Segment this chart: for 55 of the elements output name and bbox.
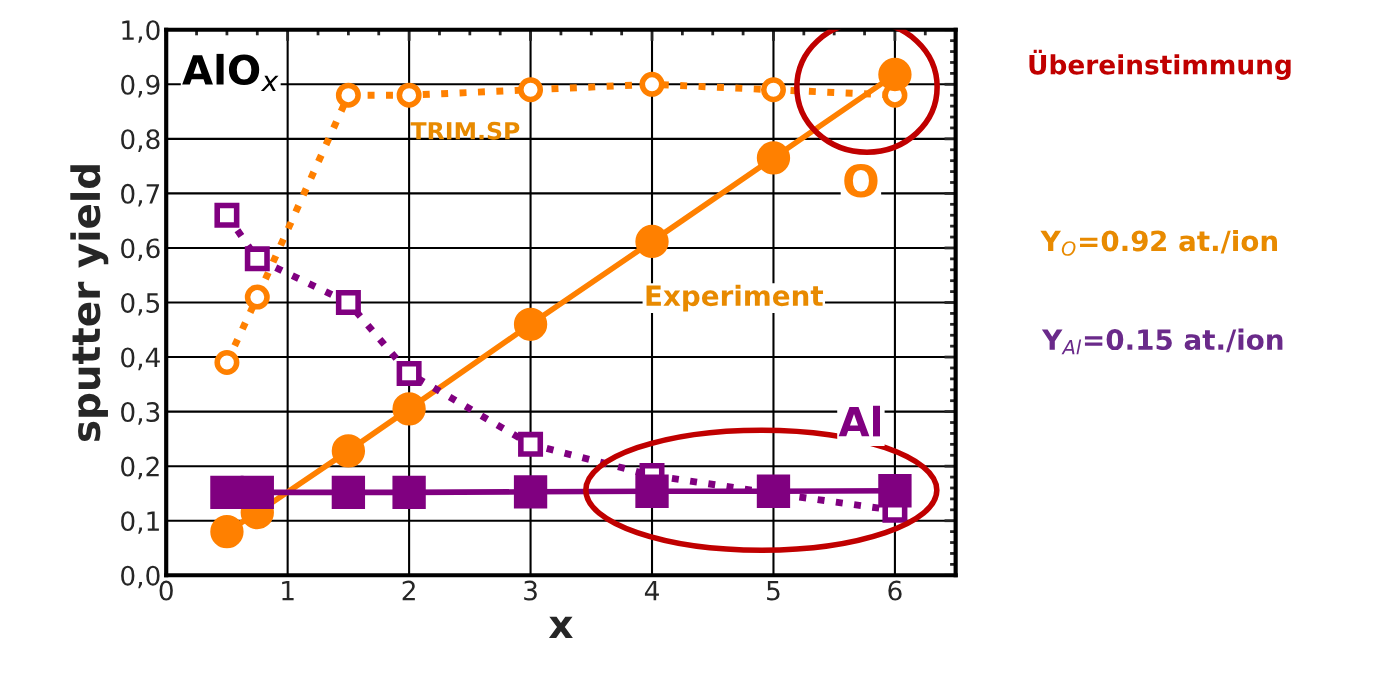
point xyxy=(210,475,244,510)
point xyxy=(210,514,244,549)
point xyxy=(513,307,548,341)
x-tick-label: 1 xyxy=(282,580,294,601)
annotation: O xyxy=(844,163,878,198)
point xyxy=(756,141,791,175)
point xyxy=(392,392,426,426)
point xyxy=(335,82,361,108)
point xyxy=(878,57,912,92)
point xyxy=(244,246,270,272)
x-tick-label: 6 xyxy=(888,580,902,601)
text: Y$_{Al}$=0.15 at./ion xyxy=(1041,328,1283,355)
point xyxy=(756,474,791,508)
y-tick-label: 1,0 xyxy=(122,20,160,43)
point xyxy=(392,475,426,510)
y-tick-label: 0,4 xyxy=(121,347,160,371)
point xyxy=(331,475,366,510)
point xyxy=(214,202,240,228)
y-tick-label: 0,2 xyxy=(121,456,159,480)
annotation: Al xyxy=(838,405,881,437)
x-tick-label: 3 xyxy=(524,580,537,601)
y-axis-title: sputter yield xyxy=(70,165,109,442)
point xyxy=(760,77,786,103)
point xyxy=(331,434,366,468)
point xyxy=(335,290,361,316)
y-tick-label: 0,8 xyxy=(121,129,160,152)
y-tick-label: 0,5 xyxy=(121,292,160,316)
point xyxy=(635,224,669,259)
point xyxy=(396,360,422,386)
point xyxy=(518,77,544,103)
x-axis-title: x xyxy=(548,616,573,638)
y-tick-label: 0,7 xyxy=(121,183,160,207)
annotation: Experiment xyxy=(646,284,824,312)
point xyxy=(214,350,240,376)
x-tick-label: 2 xyxy=(402,580,415,601)
point xyxy=(240,475,274,510)
annotation: TRIM.SP xyxy=(410,121,520,140)
point xyxy=(396,82,422,108)
y-tick-label: 0,3 xyxy=(121,402,160,425)
y-tick-label: 0,1 xyxy=(121,511,159,534)
x-tick-label: 5 xyxy=(767,580,780,601)
point xyxy=(639,71,665,97)
y-tick-label: 0,6 xyxy=(121,238,160,262)
x-tick-label: 0 xyxy=(159,580,173,601)
text: Y$_{O}$=0.92 at./ion xyxy=(1040,229,1277,256)
text: Übereinstimmung xyxy=(1029,49,1291,80)
x-tick-label: 4 xyxy=(644,580,659,601)
point xyxy=(513,475,548,509)
point xyxy=(518,431,544,457)
annotation: AlO$_{x}$ xyxy=(182,53,279,92)
point xyxy=(878,474,912,508)
y-tick-label: 0,0 xyxy=(121,565,160,589)
point xyxy=(635,474,669,508)
y-tick-label: 0,9 xyxy=(121,74,160,98)
point xyxy=(244,284,270,310)
